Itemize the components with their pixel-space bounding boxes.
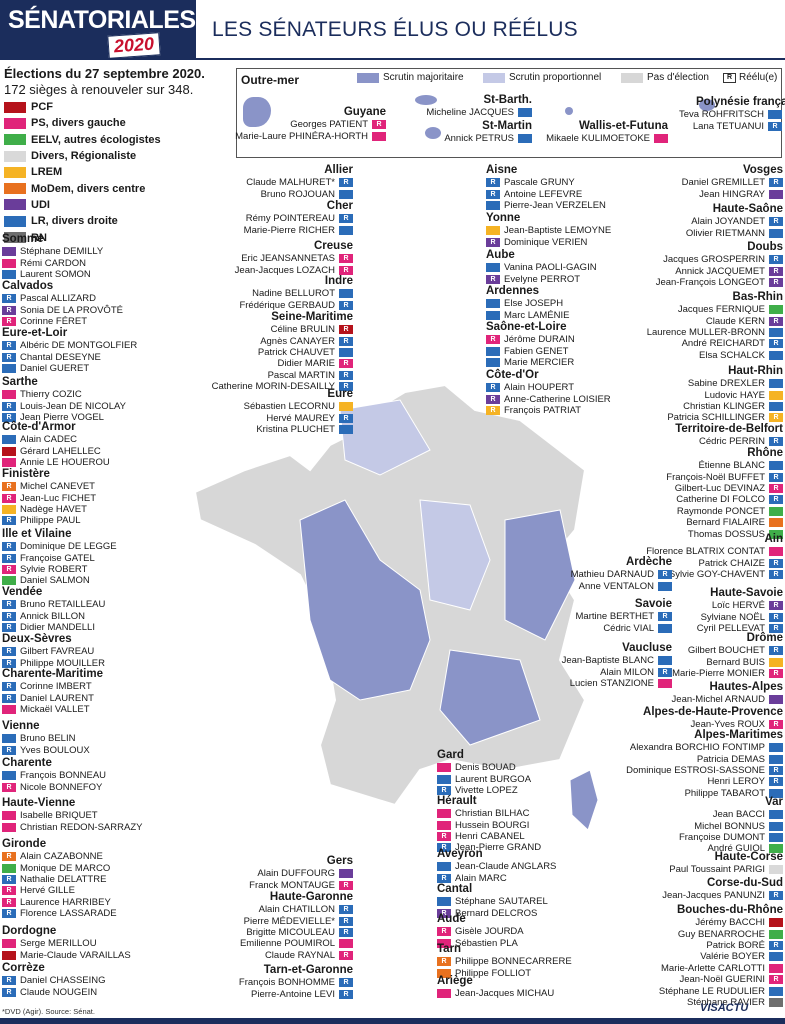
party-label: UDI [31, 198, 50, 211]
footnote: *DVD (Agir). Source: Sénat. [2, 1007, 95, 1016]
party-swatch [4, 101, 26, 113]
election-date: Élections du 27 septembre 2020. [4, 66, 205, 81]
legend-item-pcf: PCF [4, 99, 204, 115]
st-barth-shape [415, 95, 437, 105]
polynesie-shape [699, 99, 715, 111]
party-label: EELV, autres écologistes [31, 133, 161, 146]
pas-label: Pas d'élection [647, 72, 709, 83]
proportionnel-zone-center [419, 499, 491, 611]
legend-item-lrem: LREM [4, 164, 204, 180]
party-swatch [4, 150, 26, 162]
majoritaire-zone-south [439, 649, 541, 746]
legend-majoritaire: Scrutin majoritaire [357, 72, 464, 83]
party-label: LREM [31, 166, 63, 179]
corsica-shape [569, 769, 599, 831]
header-divider [0, 58, 785, 60]
party-swatch [4, 117, 26, 129]
outremer-title: Outre-mer [241, 73, 300, 87]
majoritaire-zone-west [299, 499, 431, 701]
legend-item-div: Divers, Régionaliste [4, 148, 204, 164]
legend-item-lr: LR, divers droite [4, 213, 204, 229]
guyane-shape [243, 97, 271, 127]
party-label: LR, divers droite [31, 215, 118, 228]
majoritaire-zone-east [504, 509, 576, 641]
legend-item-eelv: EELV, autres écologistes [4, 132, 204, 148]
majoritaire-label: Scrutin majoritaire [383, 72, 464, 83]
party-swatch [4, 134, 26, 146]
footer-bar [0, 1018, 785, 1024]
intro: Élections du 27 septembre 2020. 172 sièg… [4, 66, 224, 97]
majoritaire-swatch [357, 72, 379, 83]
party-label: RN [31, 231, 47, 244]
legend-pas: Pas d'élection [621, 72, 709, 83]
legend-item-modem: MoDem, divers centre [4, 180, 204, 196]
reelu-label: Réélu(e) [739, 72, 778, 83]
proportionnel-zone-north [339, 399, 431, 476]
proportionnel-label: Scrutin proportionnel [509, 72, 602, 83]
party-swatch [4, 166, 26, 178]
credit-logo: VISACTU [700, 1002, 749, 1014]
header: SÉNATORIALES 2020 LES SÉNATEURS ÉLUS OU … [0, 0, 785, 62]
brand-banner: SÉNATORIALES 2020 [0, 0, 196, 59]
legend-item-udi: UDI [4, 197, 204, 213]
party-swatch [4, 232, 26, 244]
seats-summary: 172 sièges à renouveler sur 348. [4, 82, 194, 97]
party-swatch [4, 215, 26, 227]
pas-swatch [621, 72, 643, 83]
party-label: MoDem, divers centre [31, 182, 146, 195]
party-swatch [4, 199, 26, 211]
legend-item-rn: RN [4, 229, 204, 245]
party-label: PS, divers gauche [31, 117, 126, 130]
headline: LES SÉNATEURS ÉLUS OU RÉÉLUS [212, 18, 578, 41]
party-legend: PCF PS, divers gauche EELV, autres écologi… [4, 99, 204, 246]
party-label: Divers, Régionaliste [31, 150, 137, 163]
reelu-swatch: R [723, 72, 736, 83]
brand-title: SÉNATORIALES [8, 6, 196, 34]
party-swatch [4, 183, 26, 195]
legend-item-ps: PS, divers gauche [4, 115, 204, 131]
legend-proportionnel: Scrutin proportionnel [483, 72, 601, 83]
st-martin-shape [425, 127, 441, 139]
party-label: PCF [31, 101, 53, 114]
wallis-shape [565, 107, 573, 115]
proportionnel-swatch [483, 72, 505, 83]
legend-reelu: R Réélu(e) [723, 72, 777, 83]
outremer-box: Outre-mer Scrutin majoritaire Scrutin pr… [236, 68, 782, 158]
